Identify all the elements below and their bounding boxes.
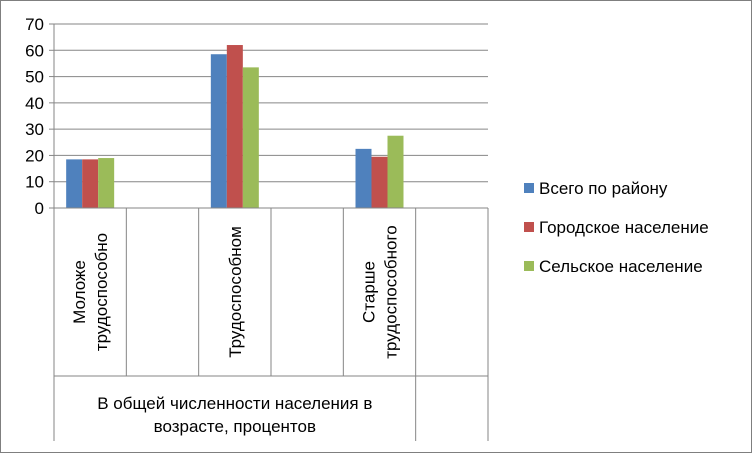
legend-label-3: Сельское население <box>539 257 703 276</box>
legend-label-1: Всего по району <box>539 179 668 198</box>
category-label-group: Старше трудоспособного <box>360 225 401 359</box>
bar-3-2 <box>242 67 259 208</box>
y-tick-labels: 0 10 20 30 40 50 60 70 <box>25 15 44 218</box>
group-label-line: В общей численности населения в <box>97 394 372 413</box>
category-labels: Моложе трудоспособно Трудоспособном Старше т… <box>70 225 400 359</box>
category-label: трудоспособного <box>382 225 401 359</box>
y-tick-label: 20 <box>25 146 44 165</box>
bar-1-1 <box>66 159 83 208</box>
legend-label-2: Городское население <box>539 218 709 237</box>
category-label: Старше <box>360 261 379 323</box>
gridlines <box>54 23 488 183</box>
legend-swatch-2 <box>524 222 534 232</box>
category-label: Трудоспособном <box>226 226 245 358</box>
y-tick-label: 60 <box>25 41 44 60</box>
y-tick-label: 0 <box>35 199 44 218</box>
legend: Всего по району Городское население Сельск… <box>524 179 709 276</box>
legend-swatch-3 <box>524 261 534 271</box>
y-tick-label: 70 <box>25 15 44 34</box>
bar-3-1 <box>98 158 115 208</box>
y-tick-label: 30 <box>25 120 44 139</box>
category-label: трудоспособно <box>92 233 111 351</box>
category-label-group: Моложе трудоспособно <box>70 233 111 351</box>
bars <box>66 45 404 209</box>
bar-3-3 <box>387 135 404 208</box>
axes <box>49 23 489 441</box>
bar-2-2 <box>226 45 243 209</box>
category-label-group: Трудоспособном <box>226 226 245 358</box>
y-tick-label: 10 <box>25 173 44 192</box>
y-tick-label: 50 <box>25 68 44 87</box>
category-label: Моложе <box>70 260 89 324</box>
y-tick-label: 40 <box>25 94 44 113</box>
bar-1-2 <box>210 54 227 208</box>
bar-1-3 <box>355 148 372 208</box>
bar-2-3 <box>371 156 388 208</box>
legend-swatch-1 <box>524 183 534 193</box>
bar-2-1 <box>82 159 99 208</box>
group-label-line: возрасте, процентов <box>154 417 316 436</box>
group-label: В общей численности населения в возрасте,… <box>97 394 372 436</box>
